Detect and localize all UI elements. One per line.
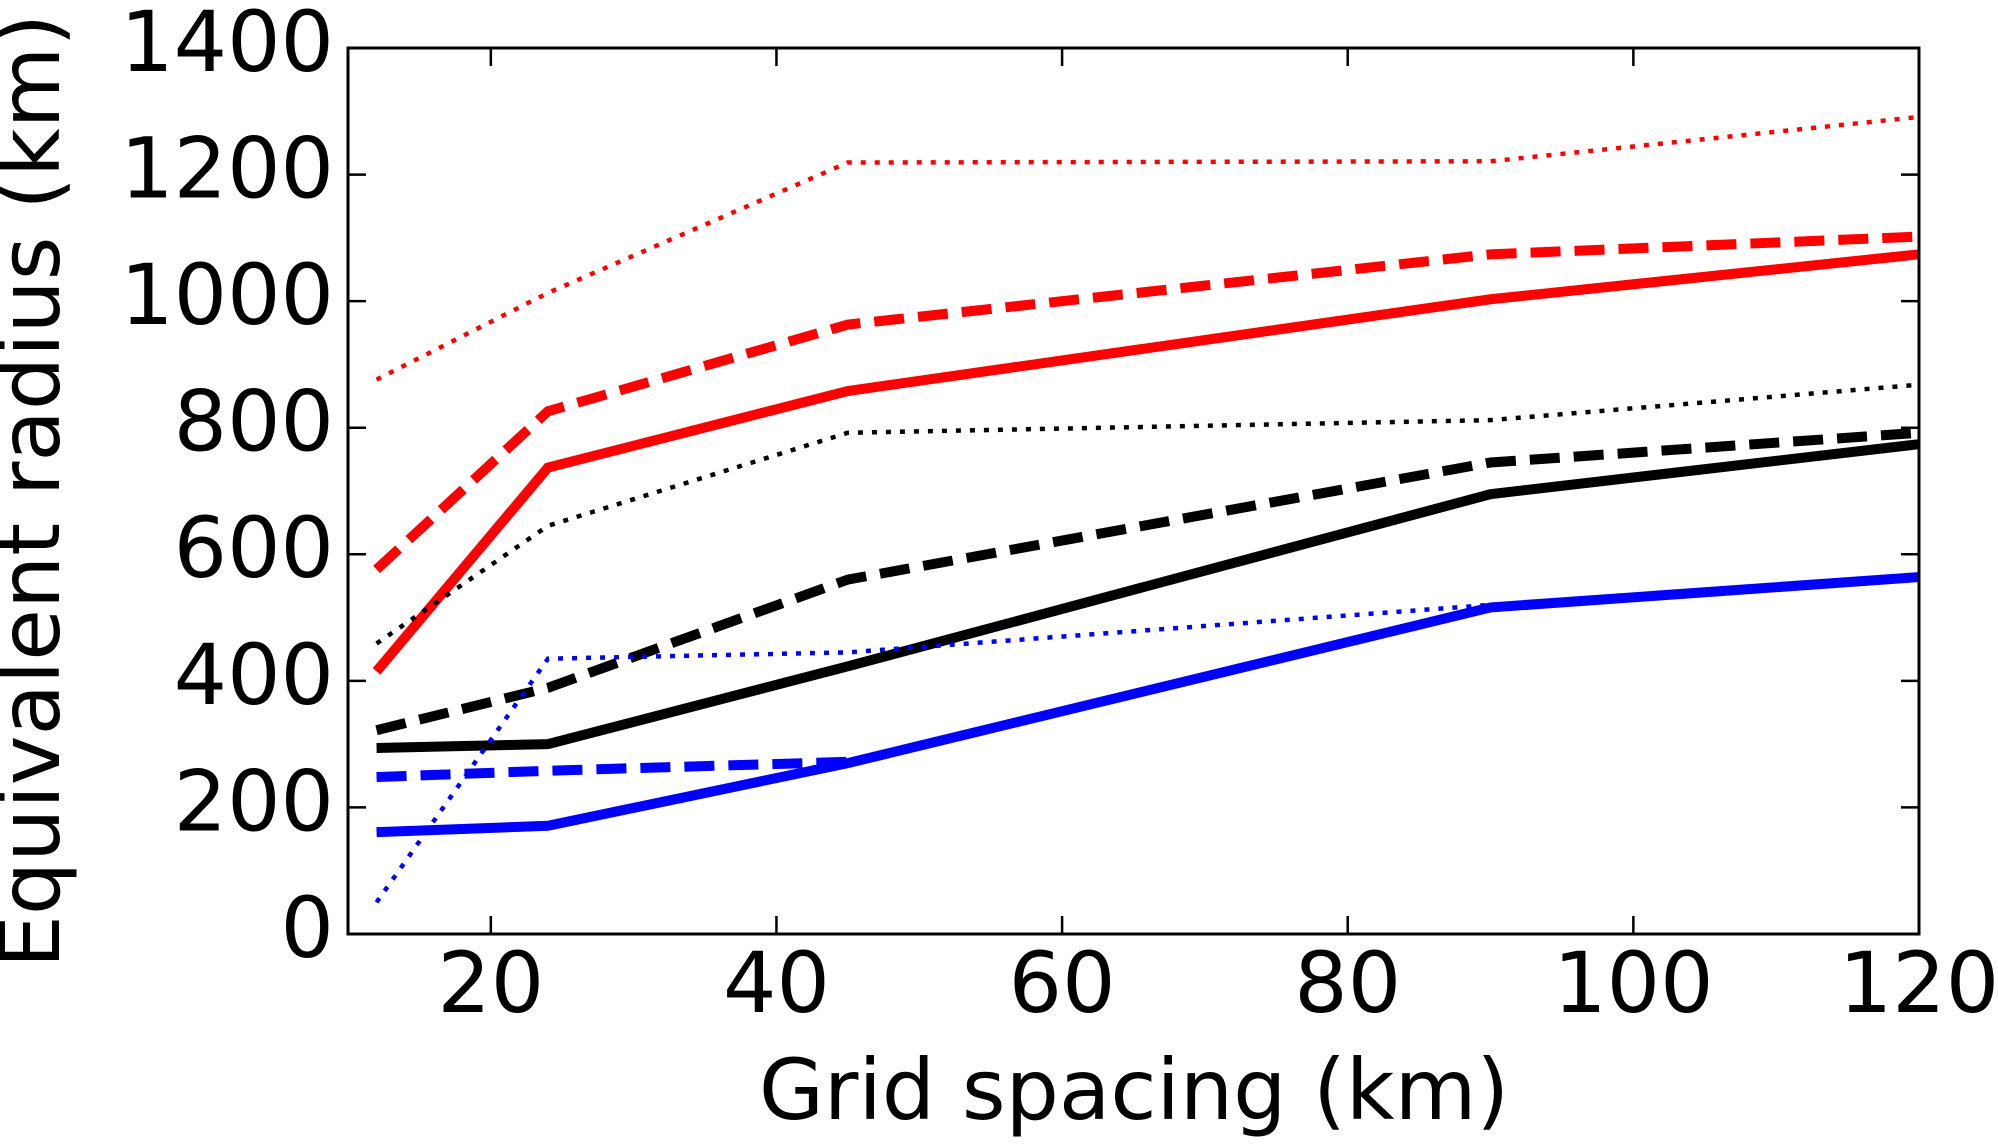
series-line [372, 249, 1920, 675]
x-tick-label: 80 [1294, 934, 1401, 1032]
series-line [373, 231, 1920, 574]
series-line [376, 572, 1920, 838]
x-tick-label: 20 [437, 934, 544, 1032]
y-tick-label: 600 [174, 499, 334, 597]
y-tick-label: 1400 [120, 0, 334, 91]
x-axis-label: Grid spacing (km) [759, 1041, 1509, 1139]
y-tick-label: 800 [174, 373, 334, 471]
x-tick-label: 100 [1553, 934, 1713, 1032]
series-line [376, 756, 849, 783]
series-line [375, 382, 1920, 646]
y-tick-label: 1000 [120, 246, 334, 344]
y-axis-label: Equivalent radius (km) [0, 14, 79, 968]
series-line [375, 427, 1920, 736]
y-tick-label: 0 [281, 879, 334, 977]
plot-frame [346, 46, 1921, 936]
y-tick-label: 200 [174, 752, 334, 850]
series-line [376, 439, 1920, 753]
y-tick-label: 400 [174, 626, 334, 724]
x-tick-label: 120 [1839, 934, 1998, 1032]
x-tick-label: 60 [1009, 934, 1116, 1032]
series-line [375, 114, 1920, 382]
x-tick-label: 40 [723, 934, 830, 1032]
y-tick-label: 1200 [120, 120, 334, 218]
